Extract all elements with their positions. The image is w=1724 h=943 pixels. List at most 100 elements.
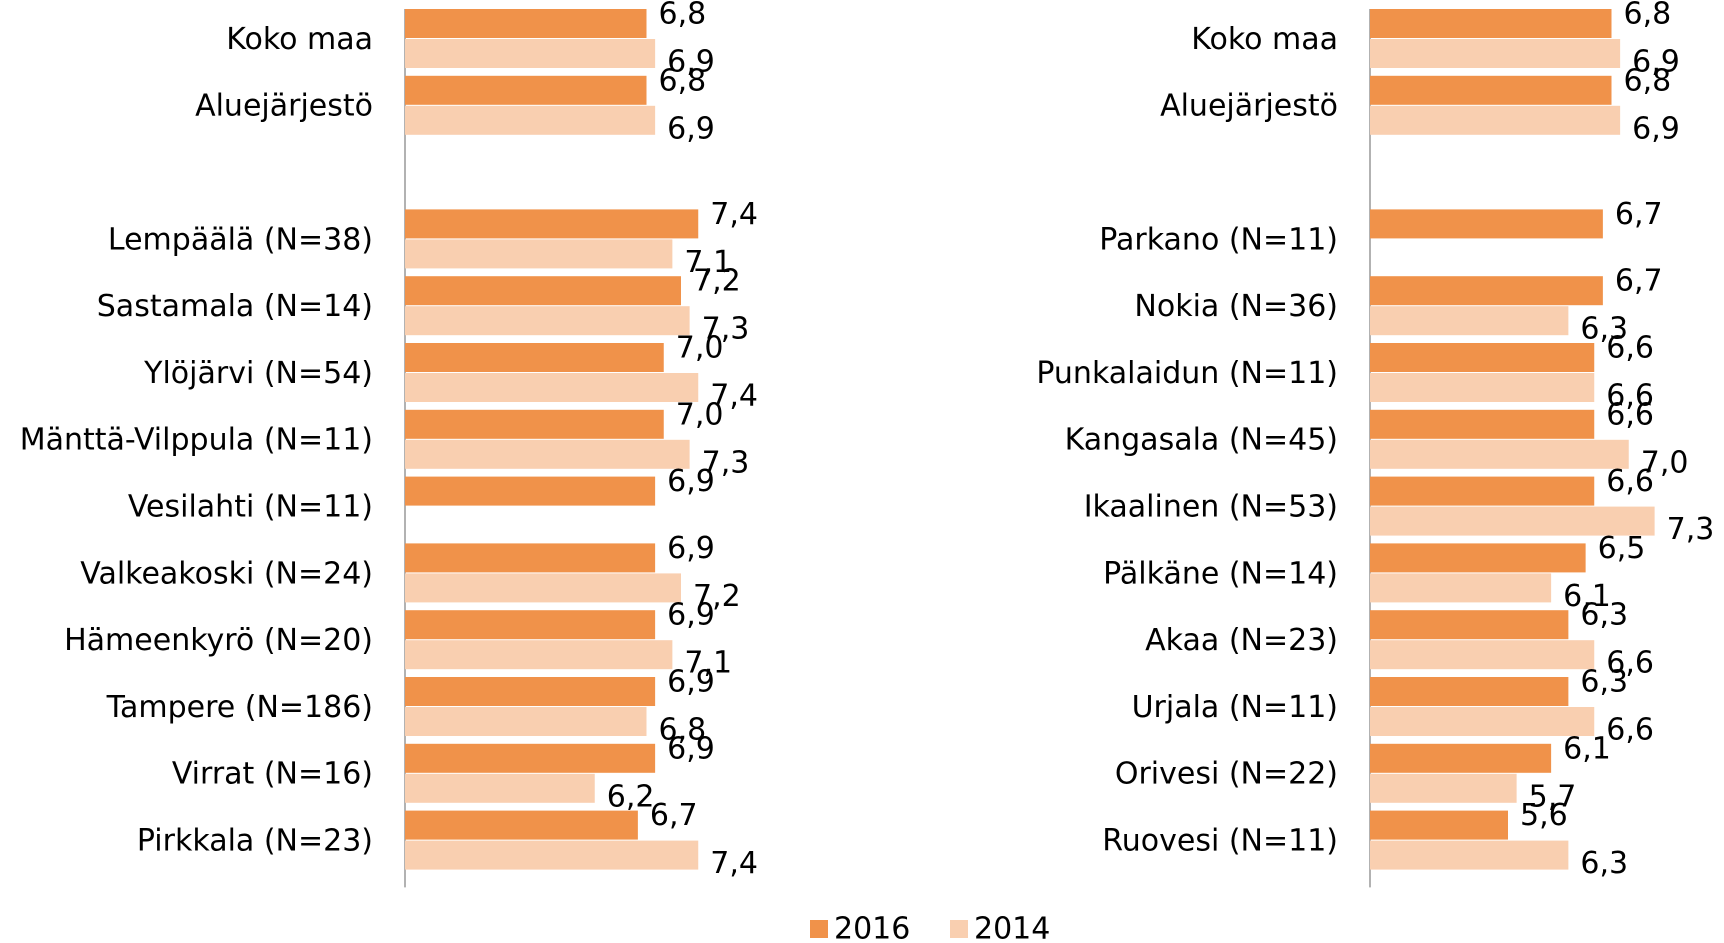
bar xyxy=(405,105,656,135)
value-label: 7,4 xyxy=(710,379,758,414)
value-label: 6,9 xyxy=(667,665,715,700)
value-label: 6,8 xyxy=(659,713,707,748)
value-label: 7,3 xyxy=(702,445,750,480)
value-label: 6,6 xyxy=(1606,646,1654,681)
category-label: Aluejärjestö xyxy=(195,89,373,124)
value-label: 7,1 xyxy=(684,245,732,280)
value-label: 6,9 xyxy=(667,464,715,499)
value-label: 6,3 xyxy=(1580,598,1628,633)
bar xyxy=(405,840,699,870)
bar xyxy=(1370,343,1595,372)
bar xyxy=(1370,306,1569,336)
category-label: Koko maa xyxy=(226,22,373,57)
bar xyxy=(405,373,699,402)
bar xyxy=(405,9,647,38)
value-label: 6,6 xyxy=(1606,379,1654,414)
value-label: 7,4 xyxy=(710,846,758,881)
legend-label: 2014 xyxy=(974,912,1050,943)
bar xyxy=(405,610,656,640)
value-label: 6,9 xyxy=(667,111,715,146)
value-label: 7,3 xyxy=(1667,512,1715,547)
bar xyxy=(405,39,656,68)
category-label: Pälkäne (N=14) xyxy=(1103,556,1338,591)
value-label: 6,9 xyxy=(667,598,715,633)
bar xyxy=(1370,105,1621,135)
value-label: 6,3 xyxy=(1580,846,1628,881)
category-label: Ikaalinen (N=53) xyxy=(1084,490,1338,525)
category-label: Ruovesi (N=11) xyxy=(1102,824,1338,859)
value-label: 7,0 xyxy=(676,331,724,366)
category-label: Koko maa xyxy=(1191,22,1338,57)
bar xyxy=(405,209,699,239)
bar xyxy=(1370,810,1508,840)
bar xyxy=(405,476,656,506)
value-label: 5,7 xyxy=(1529,779,1577,814)
value-label: 6,6 xyxy=(1606,464,1654,499)
bar xyxy=(1370,209,1603,239)
bar xyxy=(1370,543,1586,573)
category-label: Sastamala (N=14) xyxy=(97,289,373,324)
value-label: 6,1 xyxy=(1563,731,1611,766)
bar xyxy=(405,773,595,803)
bar xyxy=(405,810,638,840)
bar xyxy=(405,543,656,573)
bar xyxy=(1370,9,1612,38)
bar xyxy=(1370,610,1569,640)
value-label: 7,2 xyxy=(693,264,741,299)
value-label: 6,1 xyxy=(1563,579,1611,614)
bar xyxy=(405,239,673,269)
bar xyxy=(1370,276,1603,306)
bar xyxy=(1370,506,1655,536)
bar xyxy=(405,743,656,773)
value-label: 6,9 xyxy=(1632,111,1680,146)
value-label: 7,1 xyxy=(684,646,732,681)
value-label: 6,8 xyxy=(1624,0,1672,32)
category-label: Hämeenkyrö (N=20) xyxy=(64,623,373,658)
category-label: Punkalaidun (N=11) xyxy=(1036,356,1338,391)
bar xyxy=(1370,439,1629,469)
bar xyxy=(405,409,664,439)
value-label: 6,9 xyxy=(667,731,715,766)
bar xyxy=(1370,707,1595,736)
bar xyxy=(405,640,673,670)
value-label: 6,5 xyxy=(1598,531,1646,566)
category-label: Urjala (N=11) xyxy=(1132,690,1338,725)
value-label: 7,3 xyxy=(702,312,750,347)
bar xyxy=(405,276,681,306)
value-label: 7,4 xyxy=(710,197,758,232)
value-label: 6,6 xyxy=(1606,331,1654,366)
value-label: 6,2 xyxy=(607,779,655,814)
bar xyxy=(1370,409,1595,439)
bar xyxy=(1370,476,1595,506)
category-label: Valkeakoski (N=24) xyxy=(80,556,373,591)
legend-swatch xyxy=(810,920,828,938)
value-label: 7,2 xyxy=(693,579,741,614)
category-label: Mänttä-Vilppula (N=11) xyxy=(20,423,373,458)
bar xyxy=(1370,773,1517,803)
value-label: 6,9 xyxy=(1632,45,1680,80)
value-label: 6,8 xyxy=(659,0,707,32)
legend-label: 2016 xyxy=(834,912,910,943)
value-label: 6,7 xyxy=(650,798,698,833)
value-label: 6,9 xyxy=(667,531,715,566)
category-label: Orivesi (N=22) xyxy=(1115,757,1338,792)
bar xyxy=(405,573,681,603)
category-label: Akaa (N=23) xyxy=(1145,623,1338,658)
value-label: 6,7 xyxy=(1615,197,1663,232)
value-label: 5,6 xyxy=(1520,798,1568,833)
value-label: 6,8 xyxy=(659,63,707,98)
category-label: Vesilahti (N=11) xyxy=(128,490,373,525)
bar xyxy=(1370,677,1569,706)
bar xyxy=(405,439,690,469)
category-label: Aluejärjestö xyxy=(1160,89,1338,124)
bar xyxy=(405,677,656,706)
bar xyxy=(1370,743,1552,773)
legend-swatch xyxy=(950,920,968,938)
category-label: Kangasala (N=45) xyxy=(1065,423,1338,458)
bar xyxy=(1370,573,1552,603)
bar xyxy=(405,707,647,736)
value-label: 6,3 xyxy=(1580,665,1628,700)
bar xyxy=(405,306,690,336)
value-label: 6,7 xyxy=(1615,264,1663,299)
